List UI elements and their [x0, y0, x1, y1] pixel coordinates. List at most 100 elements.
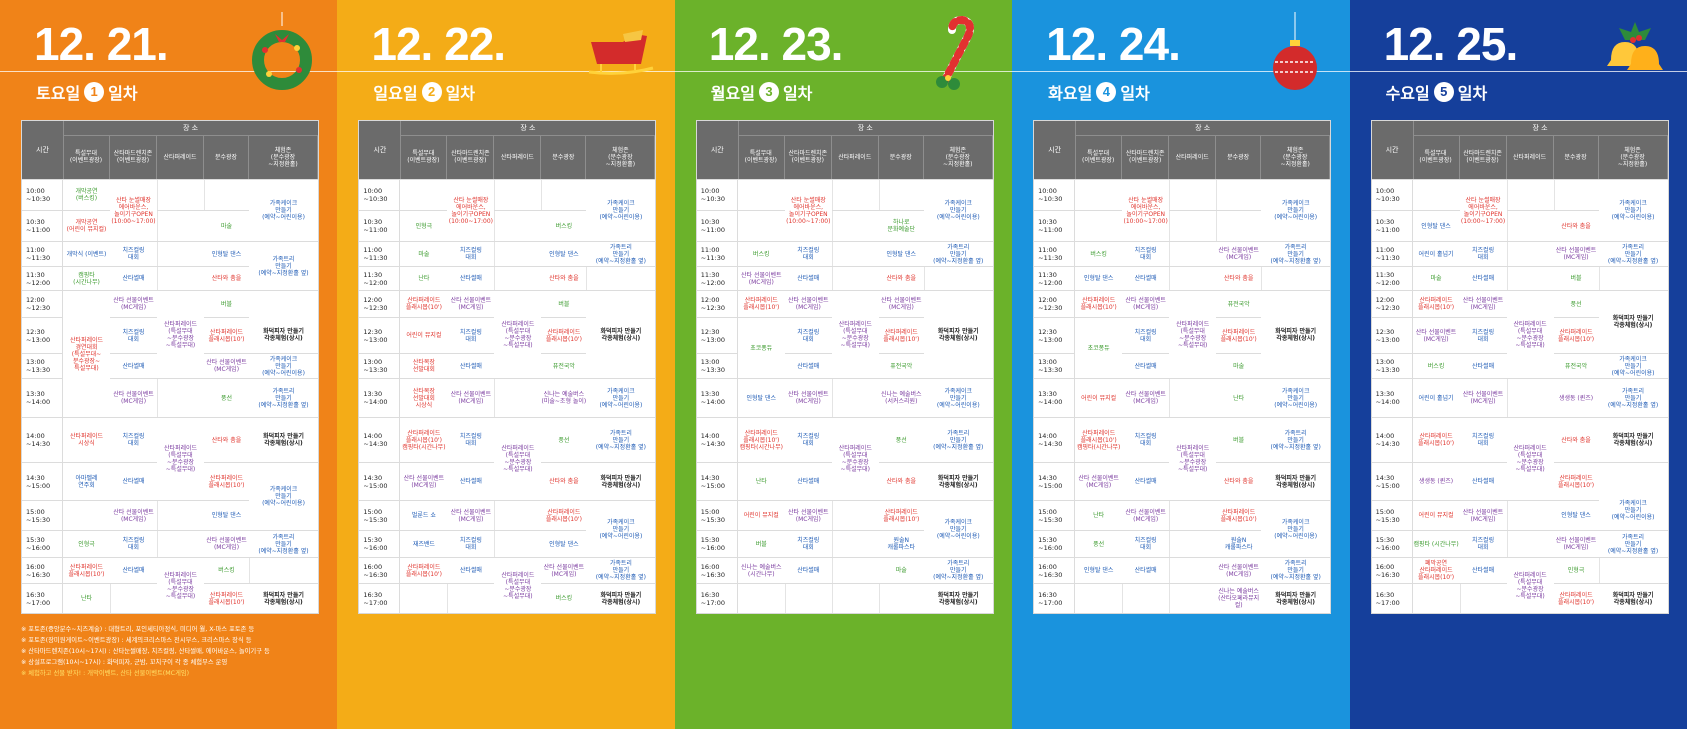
event-cell: 퓨전국악 [1216, 290, 1262, 317]
event-cell: 신나는 예술버스 (미술~조형 놀이) [541, 378, 587, 417]
time-cell: 11:30 ~12:00 [1372, 267, 1413, 290]
event-cell: 치즈컬링 대회 [110, 417, 157, 462]
event-cell: 산타 선물이벤트 (MC게임) [878, 290, 924, 317]
time-cell: 12:30 ~13:00 [22, 318, 63, 353]
day-panel-2: 12. 22. 일요일 2 일차 시간 장 소 특설무대 (이벤트광장) 산타마드렌치존 (이… [337, 0, 675, 729]
column-divider [831, 179, 833, 613]
event-cell: 인형탈 댄스 [541, 241, 587, 266]
day-label: 일요일 2 일차 [373, 80, 475, 104]
time-cell: 11:30 ~12:00 [22, 267, 63, 290]
event-cell: 산타 선물이벤트 (MC게임) [1412, 317, 1460, 353]
day-panel-3: 12. 23. 월요일 3 일차 시간 장 소 특설무대 (이벤트광장) 산타마드렌치존 (이… [674, 0, 1013, 729]
event-cell: 인형탈 댄스 [737, 378, 785, 417]
event-cell: 화덕피자 만들기 각종체험(상시) [923, 583, 993, 613]
event-cell: 산타퍼레이드 플래시몹(10') 캠핑타(시간나무) [737, 417, 785, 462]
event-cell: 어린이 홀넘기 [1412, 241, 1460, 266]
header-place: 장 소 [63, 121, 318, 136]
note-line: ※ 포토존(중앙분수~치즈계술) : 대형트리, 포인세티아정식, 미디어 월,… [21, 626, 255, 633]
day-number-badge: 2 [421, 82, 442, 102]
event-cell: 화덕피자 만들기 각종체험(상시) [1261, 290, 1331, 378]
header-col-5: 체험존 (분수광장 ~지정환홀) [1599, 135, 1668, 179]
event-cell: 생생동 (퀸즈) [1412, 462, 1460, 500]
time-row: 11:00 ~11:30 [1034, 241, 1331, 266]
event-cell: 산타썰매 [784, 462, 832, 500]
event-cell: 산타퍼레이드 플래시몹(10') [1412, 290, 1460, 317]
time-cell: 11:00 ~11:30 [697, 242, 738, 266]
day-label: 수요일 5 일차 [1386, 80, 1487, 104]
event-cell: 마술 [204, 210, 249, 241]
schedule-table: 시간 장 소 특설무대 (이벤트광장) 산타마드렌치존 (이벤트광장) 산타퍼레이드 분수… [358, 120, 657, 614]
event-cell: 개막공연 (어린이 뮤지컬) [63, 210, 110, 241]
header-col-3: 산타퍼레이드 [494, 135, 542, 179]
event-cell: 산타썰매 [1122, 462, 1170, 500]
event-cell: 신나는 예술버스 (서커스리원) [878, 378, 924, 417]
sleigh-icon [583, 12, 657, 92]
event-cell: 치즈컬링 대회 [447, 530, 495, 557]
time-cell: 10:30 ~11:00 [359, 211, 401, 241]
event-cell: 퓨전국악 [878, 353, 924, 378]
header-col-4: 분수광장 [1554, 135, 1599, 179]
time-row: 15:00 ~15:30 [22, 500, 318, 530]
time-cell: 10:00 ~10:30 [22, 180, 63, 210]
event-cell: 화덕피자 만들기 각종체험(상시) [586, 290, 656, 378]
event-cell: 산타썰매 [784, 266, 832, 290]
event-cell: 가족케이크 만들기 (예약~어린이용) [586, 378, 656, 417]
event-cell: 산타퍼레이드 플래시몹(10') [1216, 500, 1262, 530]
event-cell: 풍선 [541, 417, 587, 462]
time-cell: 14:30 ~15:00 [359, 463, 401, 500]
event-cell: 퓨전국악 [541, 353, 587, 378]
header-col-3: 산타퍼레이드 [1507, 135, 1554, 179]
event-cell: 버스킹 [737, 241, 785, 266]
event-cell: 신나는 예술버스 (시간나무) [737, 557, 785, 583]
schedule-table: 시간 장 소 특설무대 (이벤트광장) 산타마드렌치존 (이벤트광장) 산타퍼레이드 분수… [21, 120, 319, 614]
event-cell: 마술 [1216, 353, 1262, 378]
event-cell: 원술N 캐롤파스타 [1216, 530, 1262, 557]
event-cell: 산타 선물이벤트 (MC게임) [447, 378, 495, 417]
event-cell: 치즈컬링 대회 [1122, 530, 1170, 557]
time-row: 10:00 ~10:30 [22, 179, 318, 210]
time-cell: 16:30 ~17:00 [1034, 584, 1076, 613]
event-cell: 가족트리 만들기 (예약~지정환홀 옆) [586, 417, 656, 462]
event-cell: 치즈컬링 대회 [784, 417, 832, 462]
event-cell: 원술N 캐롤파스타 [878, 530, 924, 557]
header-col-3: 산타퍼레이드 [1169, 135, 1217, 179]
event-cell: 인형탈 댄스 [1075, 266, 1123, 290]
header-rule [337, 71, 675, 72]
weekday-label: 토요일 [36, 84, 81, 103]
event-cell: 산타퍼레이드 플래시몹(10') [204, 317, 249, 353]
candy-cane-icon [920, 12, 994, 92]
event-cell: 산타 눈썰매장 에어바운스, 놀이기구OPEN (10:00~17:00) [1122, 179, 1170, 241]
event-cell: 인형탈 댄스 [1553, 500, 1599, 530]
time-cell: 13:00 ~13:30 [697, 354, 738, 378]
event-cell: 인형탈 댄스 [1075, 557, 1123, 583]
event-cell: 산타 선물이벤트 (MC게임) [1122, 290, 1170, 317]
event-cell: 캠핑타 (시간나무) [63, 266, 110, 290]
time-row: 10:30 ~11:00 [1034, 210, 1331, 241]
header-rule [1012, 71, 1350, 72]
time-cell: 14:30 ~15:00 [697, 463, 738, 500]
event-cell: 난타 [1075, 500, 1123, 530]
time-cell: 16:00 ~16:30 [359, 558, 401, 583]
event-cell: 산타 선물이벤트 (MC게임) [1122, 378, 1170, 417]
time-row: 13:30 ~14:00 [696, 378, 993, 417]
column-divider [1169, 179, 1171, 613]
weekday-label: 일요일 [373, 84, 418, 103]
schedule-table: 시간 장 소 특설무대 (이벤트광장) 산타마드렌치존 (이벤트광장) 산타퍼레이드 분수… [695, 120, 994, 614]
time-cell: 13:30 ~14:00 [697, 379, 738, 417]
table-header: 시간 장 소 특설무대 (이벤트광장) 산타마드렌치존 (이벤트광장) 산타퍼레이드 분수… [22, 121, 318, 179]
time-row: 10:30 ~11:00 [359, 210, 656, 241]
event-cell: 가족케이크 만들기 (예약~어린이용) [249, 353, 318, 378]
event-cell: 가족트리 만들기 (예약~지정환홀 옆) [1261, 557, 1331, 583]
event-cell: 가족트리 만들기 (예약~지정환홀 옆) [249, 530, 318, 557]
event-cell: 산타퍼레이드 (특설무대 ~분수광장 ~특설무대) [1506, 290, 1554, 378]
event-cell: 산타퍼레이드 플래시몹(10') [541, 500, 587, 530]
header-place: 장 소 [1412, 121, 1668, 136]
event-cell: 산타 선물이벤트 (MC게임) [1553, 530, 1599, 557]
time-row: 15:30 ~16:00 [696, 530, 993, 557]
time-row: 11:30 ~12:00 [22, 266, 318, 290]
event-cell: 가족트리 만들기 (예약~지정환홀 옆) [1598, 378, 1668, 417]
event-cell: 개막공연 (버스킹) [63, 179, 110, 210]
event-cell: 버블 [1216, 417, 1262, 462]
day-suffix: 일차 [782, 84, 813, 103]
time-row: 15:00 ~15:30 [1371, 500, 1668, 530]
